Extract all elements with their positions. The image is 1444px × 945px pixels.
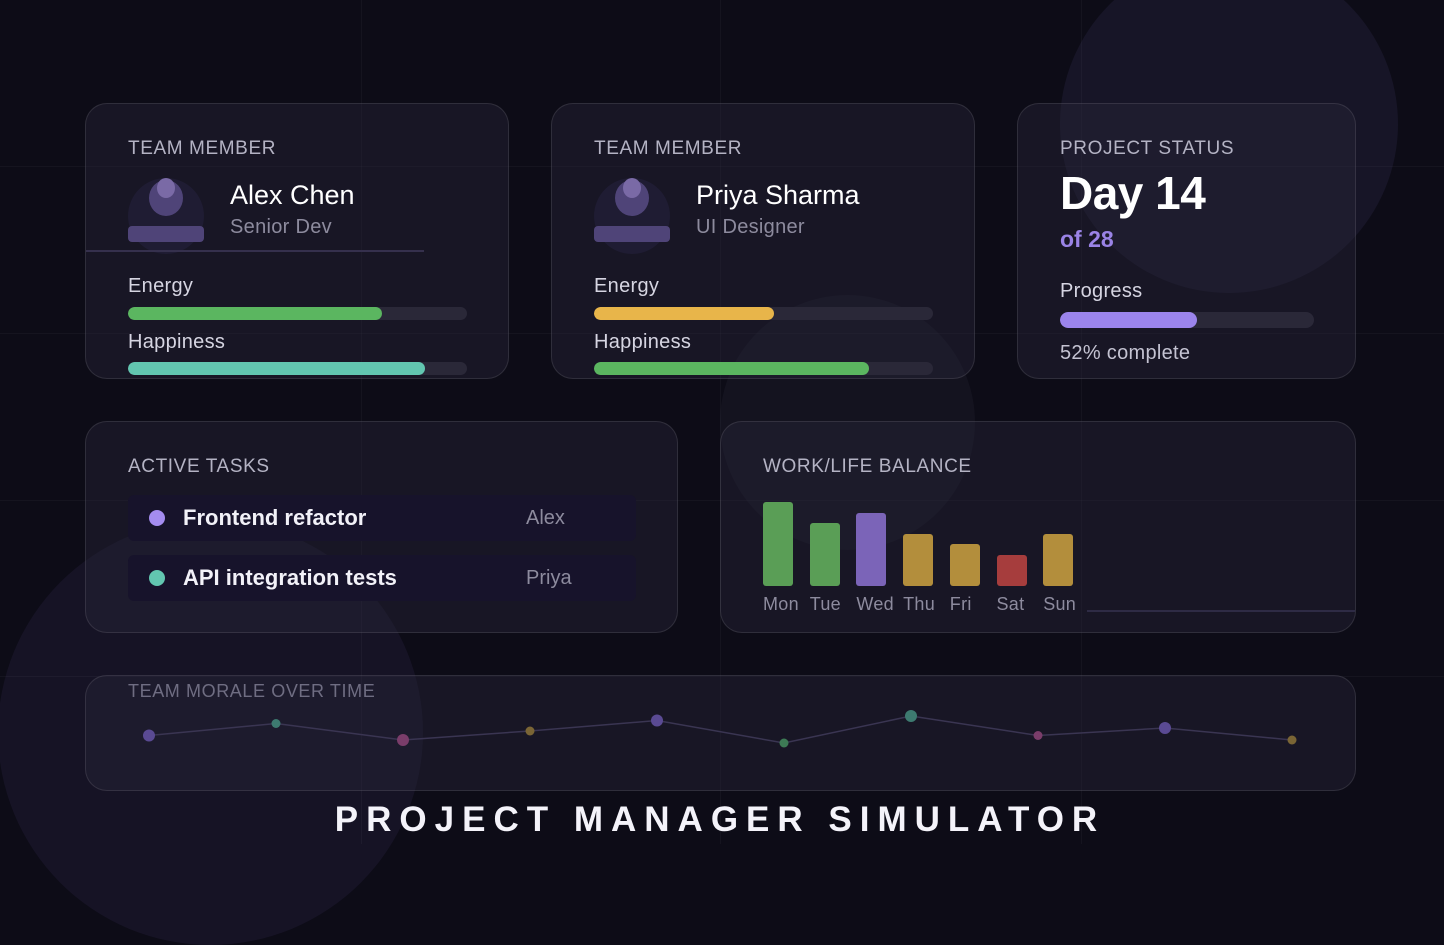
task-row[interactable]: API integration tests Priya xyxy=(128,555,636,601)
current-day: Day 14 xyxy=(1060,167,1206,219)
day-label-thu: Thu xyxy=(903,594,936,614)
card-label: ACTIVE TASKS xyxy=(128,456,270,477)
card-label: TEAM MORALE OVER TIME xyxy=(128,681,376,701)
morale-line xyxy=(148,715,1293,744)
member-role: Senior Dev xyxy=(230,216,332,238)
progress-bar xyxy=(1060,312,1314,328)
avatar-icon xyxy=(594,178,670,254)
day-label-wed: Wed xyxy=(856,594,894,614)
task-row[interactable]: Frontend refactor Alex xyxy=(128,495,636,541)
morale-point xyxy=(905,710,917,722)
happiness-bar xyxy=(594,362,933,375)
balance-bar-wed xyxy=(856,513,887,586)
member-role: UI Designer xyxy=(696,216,805,238)
team-morale-card: TEAM MORALE OVER TIME xyxy=(85,675,1356,791)
task-owner: Priya xyxy=(526,567,572,589)
balance-bar-thu xyxy=(903,534,934,586)
task-owner: Alex xyxy=(526,507,565,529)
work-life-balance-card: WORK/LIFE BALANCE Mon Tue Wed Thu Fri Sat Sun xyxy=(720,421,1356,633)
balance-bar-sun xyxy=(1043,534,1074,586)
day-label-mon: Mon xyxy=(763,594,799,614)
card-label: WORK/LIFE BALANCE xyxy=(763,456,972,477)
morale-point xyxy=(1033,731,1043,740)
card-label: PROJECT STATUS xyxy=(1060,138,1235,159)
energy-bar-fill xyxy=(594,307,774,320)
morale-point xyxy=(1287,735,1297,745)
team-member-card-priya[interactable]: TEAM MEMBER Priya Sharma UI Designer Ene… xyxy=(551,103,975,379)
energy-bar-fill xyxy=(128,307,383,320)
progress-percent: 52% complete xyxy=(1060,342,1191,364)
card-label: TEAM MEMBER xyxy=(594,138,743,159)
status-dot-icon xyxy=(149,510,165,526)
morale-point xyxy=(779,738,789,748)
happiness-bar xyxy=(128,362,467,375)
member-name: Priya Sharma xyxy=(696,180,860,210)
morale-chart xyxy=(143,710,1297,748)
day-label-sun: Sun xyxy=(1043,594,1077,614)
day-label-tue: Tue xyxy=(809,594,841,614)
chart-baseline xyxy=(1087,610,1355,612)
avatar-icon xyxy=(128,178,204,254)
team-member-card-alex[interactable]: TEAM MEMBER Alex Chen Senior Dev Energy … xyxy=(85,103,509,379)
morale-point xyxy=(397,734,409,746)
balance-bar-mon xyxy=(763,502,793,586)
energy-bar xyxy=(594,307,933,320)
total-days: of 28 xyxy=(1060,226,1114,252)
task-title: Frontend refactor xyxy=(183,505,367,530)
progress-label: Progress xyxy=(1060,280,1143,302)
happiness-bar-fill xyxy=(128,362,425,375)
morale-point xyxy=(1159,722,1171,734)
balance-bar-fri xyxy=(949,544,980,586)
status-dot-icon xyxy=(149,570,165,586)
energy-label: Energy xyxy=(128,275,194,297)
task-title: API integration tests xyxy=(183,565,397,590)
energy-bar xyxy=(128,307,467,320)
project-status-card[interactable]: PROJECT STATUS Day 14 of 28 Progress 52%… xyxy=(1017,103,1356,379)
energy-label: Energy xyxy=(594,275,660,297)
morale-point xyxy=(525,726,535,736)
card-label: TEAM MEMBER xyxy=(128,138,277,159)
progress-bar-fill xyxy=(1060,312,1198,328)
morale-point xyxy=(271,719,281,728)
happiness-label: Happiness xyxy=(128,331,226,353)
happiness-label: Happiness xyxy=(594,331,692,353)
day-label-sat: Sat xyxy=(996,594,1025,614)
morale-point xyxy=(143,729,155,742)
happiness-bar-fill xyxy=(594,362,869,375)
divider xyxy=(86,250,424,252)
member-name: Alex Chen xyxy=(230,180,355,210)
active-tasks-card: ACTIVE TASKS Frontend refactor Alex API … xyxy=(85,421,678,633)
morale-point xyxy=(651,714,663,727)
balance-bar-tue xyxy=(809,523,840,586)
game-title: PROJECT MANAGER SIMULATOR xyxy=(334,800,1106,839)
balance-bar-sat xyxy=(996,555,1027,586)
day-label-fri: Fri xyxy=(949,594,972,614)
